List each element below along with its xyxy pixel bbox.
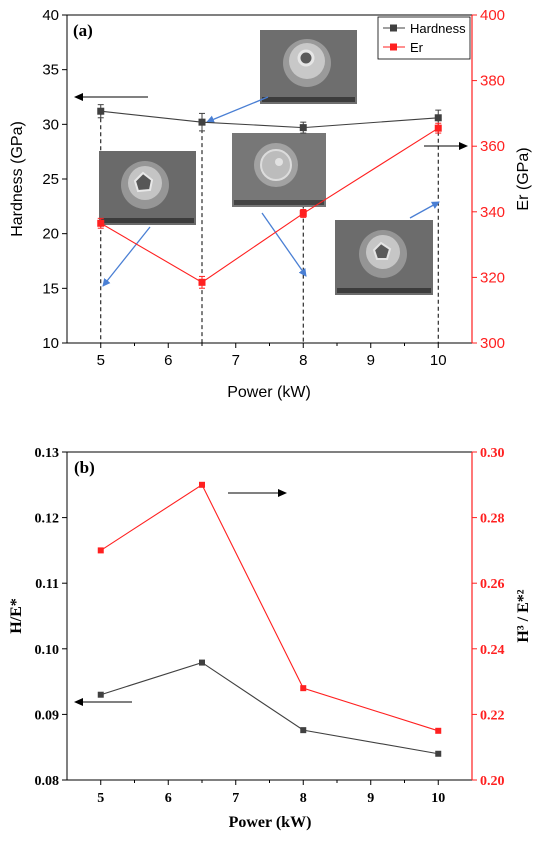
x-axis-label-b: Power (kW): [229, 814, 312, 831]
y2-tick-label: 360: [480, 138, 505, 155]
y-ticks-a: 10 15 20 25 30 35 40: [42, 7, 67, 352]
callout-arrow-6.5kw: [206, 96, 269, 124]
y-tick-label: 35: [42, 62, 59, 79]
x-tick-label: 10: [431, 791, 445, 806]
x-tick-label: 8: [299, 352, 307, 369]
y2-tick-label: 400: [480, 7, 505, 24]
callout-arrow-5kw: [102, 226, 151, 287]
y-tick-label: 0.12: [35, 512, 60, 527]
legend-label-hardness: Hardness: [410, 21, 466, 36]
data-point: [97, 107, 105, 115]
x-tick-label: 7: [232, 352, 240, 369]
y2-tick-label: 380: [480, 73, 505, 90]
series-line-s0: [100, 661, 439, 755]
data-point: [97, 219, 105, 227]
y2-tick-label: 0.20: [480, 774, 505, 789]
panel-b: (b) 5 6 7 8 9 10 0.08 0.09 0.10 0.11 0.12 0.13 0.2…: [8, 446, 532, 831]
y2-tick-label: 0.30: [480, 446, 505, 461]
legend-label-er: Er: [410, 40, 424, 55]
y2-tick-label: 0.28: [480, 512, 505, 527]
x-tick-label: 6: [165, 791, 172, 806]
y-tick-label: 30: [42, 116, 59, 133]
y-tick-label: 0.13: [35, 446, 60, 461]
data-point: [435, 750, 442, 757]
x-tick-label: 5: [97, 791, 104, 806]
x-tick-label: 9: [367, 352, 375, 369]
callout-arrow-8kw: [261, 212, 307, 277]
data-point: [97, 691, 104, 698]
x-axis-label-a: Power (kW): [227, 384, 311, 401]
series-line-s1: [100, 484, 439, 732]
y2-ticks-b: 0.20 0.22 0.24 0.26 0.28 0.30: [471, 446, 505, 789]
y2-tick-label: 0.26: [480, 577, 505, 592]
y-tick-label: 20: [42, 226, 59, 243]
y2-tick-label: 0.24: [480, 643, 505, 658]
series-a: [97, 104, 442, 289]
y2-tick-label: 340: [480, 204, 505, 221]
legend-marker-er: [390, 43, 397, 51]
y2-tick-label: 300: [480, 335, 505, 352]
y-axis-label-a: Hardness (GPa): [9, 121, 26, 237]
x-tick-label: 6: [164, 352, 172, 369]
data-point: [198, 118, 206, 126]
data-point: [434, 114, 442, 122]
y2-axis-label-a: Er (GPa): [515, 147, 532, 210]
y-axis-label-b: H/E*: [8, 598, 25, 634]
legend-a: Hardness Er: [377, 16, 471, 60]
series-b: [97, 481, 442, 757]
y2-tick-label: 320: [480, 269, 505, 286]
data-point: [97, 547, 104, 554]
y-tick-label: 0.09: [35, 708, 60, 723]
sem-micrograph-6.5kw: [260, 30, 357, 104]
y-tick-label: 10: [42, 335, 59, 352]
data-point: [299, 124, 307, 132]
x-tick-label: 7: [232, 791, 239, 806]
data-point: [199, 659, 205, 666]
data-point: [434, 124, 442, 132]
y2-axis-label-b: H³ / E*²: [515, 589, 532, 642]
panel-label-a: (a): [73, 21, 93, 40]
y2-tick-label: 0.22: [480, 708, 505, 723]
plot-frame-b: [66, 451, 473, 781]
x-ticks-b: 5 6 7 8 9 10: [97, 780, 445, 806]
y-tick-label: 15: [42, 280, 59, 297]
series-line-hardness: [100, 110, 439, 129]
y2-ticks-a: 300 320 340 360 380 400: [471, 7, 505, 352]
sem-micrograph-8kw: [232, 133, 326, 207]
sem-micrograph-5kw: [99, 151, 196, 225]
sem-micrograph-10kw: [335, 220, 433, 295]
series-line-er: [100, 127, 439, 283]
data-point: [300, 727, 307, 734]
data-point: [300, 685, 307, 692]
y-ticks-b: 0.08 0.09 0.10 0.11 0.12 0.13: [35, 446, 67, 789]
panel-label-b: (b): [74, 458, 95, 477]
callout-arrow-10kw: [409, 201, 440, 219]
legend-marker-hardness: [390, 24, 397, 32]
y-tick-label: 40: [42, 7, 59, 24]
y-tick-label: 0.08: [35, 774, 60, 789]
y-tick-label: 25: [42, 171, 59, 188]
x-tick-label: 9: [367, 791, 374, 806]
data-point: [198, 278, 206, 286]
data-point: [299, 209, 307, 217]
data-point: [435, 727, 442, 734]
x-tick-label: 10: [430, 352, 447, 369]
x-ticks-a: 5 6 7 8 9 10: [97, 343, 447, 369]
x-tick-label: 8: [300, 791, 307, 806]
data-point: [199, 481, 205, 488]
y-tick-label: 0.10: [35, 643, 60, 658]
x-tick-label: 5: [97, 352, 105, 369]
y-tick-label: 0.11: [35, 577, 59, 592]
